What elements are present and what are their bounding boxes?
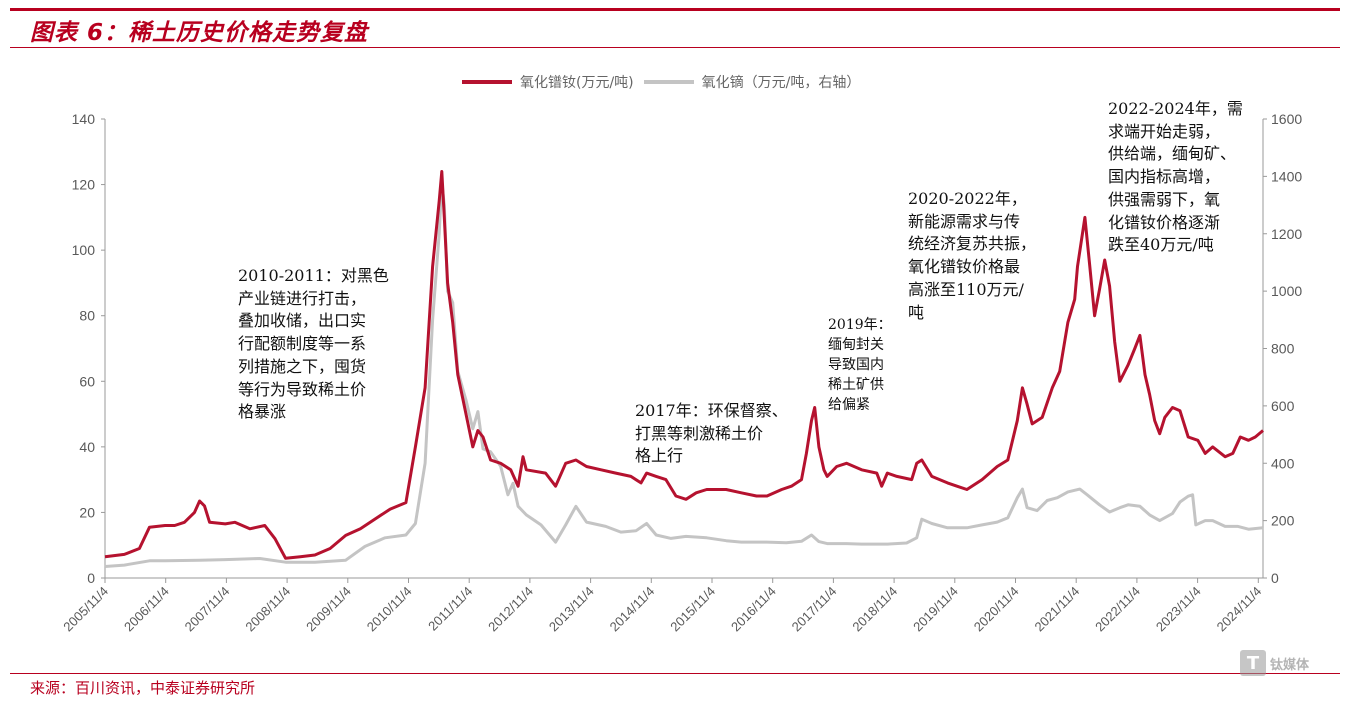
annotation-line: 打黑等刺激稀土价	[635, 423, 764, 443]
x-tick-label: 2009/11/4	[303, 584, 354, 635]
x-tick-label: 2011/11/4	[425, 584, 475, 634]
annotation-line: 2010-2011：对黑色	[238, 266, 389, 285]
y-right-tick-label: 200	[1271, 513, 1295, 529]
annotation-2019: 2019年： 缅甸封关导致国内稀土矿供给偏紧	[828, 316, 892, 415]
legend-swatch-prnd	[462, 80, 512, 84]
annotation-line: 高涨至110万元/	[908, 279, 1024, 299]
annotation-line: 导致国内	[828, 356, 884, 373]
annotation-line: 格上行	[635, 446, 684, 466]
legend-label-dy: 氧化镝（万元/吨，右轴）	[701, 75, 861, 91]
x-tick-label: 2017/11/4	[789, 584, 840, 635]
x-tick-label: 2008/11/4	[242, 584, 293, 635]
annotation-line: 供强需弱下，氧	[1108, 189, 1221, 209]
y-right-tick-label: 0	[1271, 570, 1279, 586]
x-tick-label: 2010/11/4	[364, 584, 415, 635]
x-tick-label: 2013/11/4	[546, 584, 597, 635]
annotation-line: 吨	[908, 302, 925, 322]
annotation-line: 产业链进行打击，	[238, 288, 367, 308]
y-right-tick-label: 1600	[1271, 111, 1302, 127]
annotation-line: 2017年：环保督察、	[635, 401, 788, 420]
x-tick-label: 2023/11/4	[1153, 584, 1204, 635]
x-tick-label: 2012/11/4	[485, 584, 536, 635]
y-left-tick-label: 40	[79, 439, 95, 455]
series-line-prnd	[104, 170, 1264, 560]
x-tick-label: 2015/11/4	[667, 584, 718, 635]
annotation-line: 统经济复苏共振，	[908, 234, 1037, 254]
annotation-2017: 2017年：环保督察、 打黑等刺激稀土价 格上行	[635, 400, 788, 468]
annotation-line: 缅甸封关	[828, 336, 884, 353]
y-left-tick-label: 80	[79, 308, 95, 324]
x-tick-label: 2020/11/4	[971, 584, 1022, 635]
watermark: T 钛媒体	[1240, 650, 1309, 676]
x-tick-label: 2014/11/4	[607, 584, 658, 635]
annotation-line: 氧化镨钕价格最	[908, 257, 1021, 277]
annotation-line: 给偏紧	[828, 396, 870, 413]
annotation-line: 跌至40万元/吨	[1108, 235, 1214, 255]
x-tick-label: 2022/11/4	[1092, 584, 1143, 635]
annotation-2020-2022: 2020-2022年， 新能源需求与传 统经济复苏共振， 氧化镨钕价格最 高涨至110万…	[908, 188, 1036, 324]
y-left-tick-label: 0	[87, 570, 95, 586]
y-right-tick-label: 1000	[1271, 283, 1302, 299]
annotation-line: 格暴涨	[238, 402, 287, 422]
top-rule	[10, 8, 1340, 11]
annotation-line: 列措施之下，囤货	[238, 356, 367, 376]
legend-label-prnd: 氧化镨钕(万元/吨)	[520, 75, 634, 91]
y-left-tick-label: 120	[72, 177, 96, 193]
y-right-tick-label: 400	[1271, 455, 1295, 471]
y-right-tick-label: 1400	[1271, 168, 1302, 184]
title-rule	[10, 47, 1340, 48]
annotation-line: 化镨钕价格逐渐	[1108, 212, 1221, 232]
page-title: 图表 6：稀土历史价格走势复盘	[30, 20, 369, 46]
x-tick-label: 2021/11/4	[1031, 584, 1082, 635]
annotation-line: 新能源需求与传	[908, 211, 1021, 231]
chart-legend: 氧化镨钕(万元/吨) 氧化镝（万元/吨，右轴）	[462, 72, 860, 92]
annotation-line: 供给端，缅甸矿、	[1108, 144, 1237, 164]
annotation-line: 等行为导致稀土价	[238, 379, 367, 399]
legend-item-dy: 氧化镝（万元/吨，右轴）	[643, 72, 861, 92]
y-right-tick-label: 600	[1271, 398, 1295, 414]
y-right-tick-label: 800	[1271, 341, 1295, 357]
bottom-rule	[10, 673, 1340, 674]
annotation-line: 行配额制度等一系	[238, 334, 367, 354]
annotation-line: 叠加收储，出口实	[238, 311, 367, 331]
watermark-logo-icon: T	[1240, 650, 1266, 676]
y-left-tick-label: 140	[72, 111, 96, 127]
y-left-tick-label: 20	[79, 504, 95, 520]
series-line-dy	[104, 180, 1264, 568]
x-tick-label: 2024/11/4	[1214, 584, 1265, 635]
annotation-line: 2022-2024年，需	[1108, 99, 1243, 118]
x-tick-label: 2019/11/4	[910, 584, 961, 635]
x-tick-label: 2018/11/4	[849, 584, 900, 635]
x-tick-label: 2007/11/4	[182, 584, 233, 635]
annotation-line: 2020-2022年，	[908, 189, 1027, 208]
x-tick-label: 2005/11/4	[60, 584, 111, 635]
legend-swatch-dy	[643, 80, 694, 84]
x-tick-label: 2016/11/4	[728, 584, 779, 635]
x-tick-label: 2006/11/4	[121, 584, 172, 635]
annotation-line: 求端开始走弱，	[1108, 121, 1221, 141]
annotation-2010-2011: 2010-2011：对黑色 产业链进行打击， 叠加收储，出口实 行配额制度等一系 列措施…	[238, 265, 389, 424]
annotation-line: 2019年：	[828, 317, 892, 333]
legend-item-prnd: 氧化镨钕(万元/吨)	[462, 72, 634, 92]
watermark-text: 钛媒体	[1270, 657, 1310, 673]
y-right-tick-label: 1200	[1271, 226, 1302, 242]
annotation-2022-2024: 2022-2024年，需 求端开始走弱， 供给端，缅甸矿、 国内指标高增， 供强需弱下，…	[1108, 98, 1243, 257]
source-note: 来源：百川资讯，中泰证券研究所	[30, 679, 256, 697]
annotation-line: 国内指标高增，	[1108, 167, 1221, 187]
y-left-tick-label: 60	[79, 373, 95, 389]
annotation-line: 稀土矿供	[828, 376, 884, 393]
y-left-tick-label: 100	[72, 242, 96, 258]
